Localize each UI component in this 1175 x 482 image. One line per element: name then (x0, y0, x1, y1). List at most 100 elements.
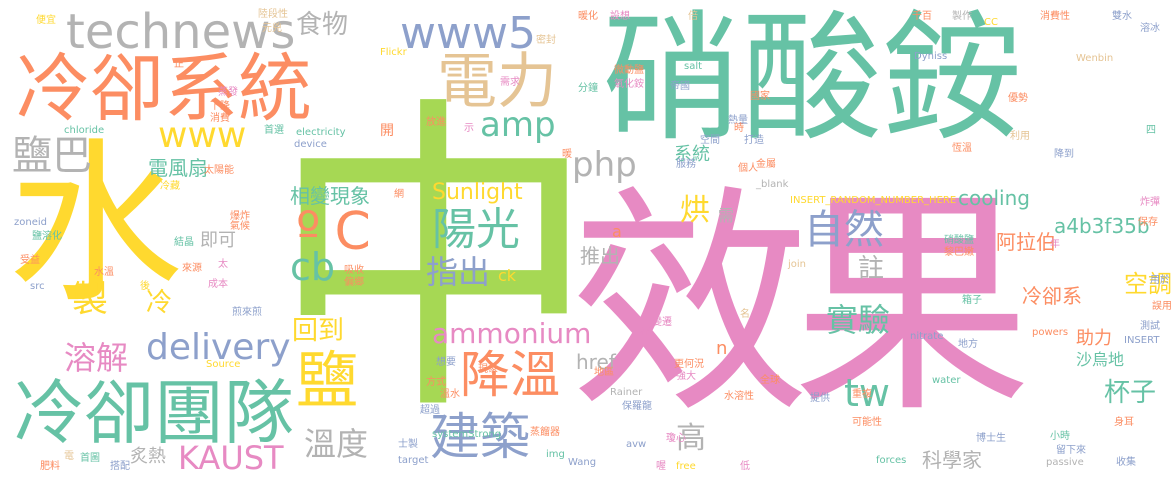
word-cc: CC (984, 17, 998, 28)
word-nitrate: nitrate (910, 331, 944, 342)
word-o: 喔 (656, 461, 666, 472)
word-shiyan: 實驗 (826, 301, 891, 339)
word-blank: _blank (756, 179, 789, 190)
word-kaust: KAUST (178, 439, 284, 477)
word-chaoguo: 超過 (420, 405, 440, 416)
word-shizhi: 士製 (398, 439, 418, 450)
word-lengquexi: 冷卻系 (1022, 284, 1082, 308)
word-yan: 鹽 (296, 344, 359, 417)
word-avw: avw (626, 439, 647, 450)
word-ck: ck (498, 266, 517, 285)
word-rainer: Rainer (610, 387, 643, 398)
word-sunlight: Sunlight (432, 180, 523, 205)
word-bei: 倍 (688, 11, 698, 22)
word-xiaoshi: 小時 (1050, 431, 1070, 442)
word-shuiwen: 水溫 (94, 267, 114, 278)
word-tai: 太 (218, 259, 228, 270)
word-shuangshui: 雙水 (1112, 11, 1132, 22)
word-xiajiang: 下降 (210, 101, 230, 112)
word-kongtiao: 空調 (1124, 270, 1172, 298)
word-delivery: delivery (146, 327, 291, 368)
word-shiwu: 食物 (296, 10, 349, 40)
word-join: join (788, 259, 807, 270)
word-ceshi: 測試 (1140, 321, 1160, 332)
word-zhu: 註 (858, 254, 885, 284)
word-dyniss: Dyniss (914, 51, 948, 62)
word-yanba: 鹽巴 (12, 133, 92, 179)
word-passive: passive (1046, 457, 1084, 468)
word-xiaosuanan: 硝酸銨 (602, 0, 1023, 161)
word-wang: Wang (568, 457, 597, 468)
word-jinshu: 金屬 (756, 159, 776, 170)
word-n: n (716, 338, 728, 359)
word-yangguang: 陽光 (432, 204, 520, 255)
word-alabo: 阿拉伯 (996, 230, 1056, 254)
word-yanronghua: 鹽溶化 (32, 231, 62, 242)
word-xitong: 系統 (674, 144, 710, 165)
word-shouji: 收集 (1116, 457, 1136, 468)
word-xianxiang: 現象 (478, 364, 498, 375)
word-xiaofeixing: 消費性 (1040, 11, 1070, 22)
word-device: device (294, 139, 327, 150)
word-php: php (572, 145, 637, 185)
word-flickr: Flickr (380, 47, 407, 58)
word-lengque-xitong: 冷卻系統 (16, 46, 312, 132)
word-jieduanxing: 陸段性 (258, 9, 288, 20)
word-xu: 需 (718, 206, 735, 225)
word-shouyi: 受益 (20, 255, 40, 266)
word-tw: tw (844, 371, 890, 415)
word-salt: salt (684, 61, 703, 72)
word-dazao: 打造 (744, 135, 764, 146)
word-insert: INSERT (1124, 335, 1160, 346)
word-shawudi: 沙烏地 (1076, 350, 1125, 369)
word-jiejing: 結晶 (174, 237, 194, 248)
word-rongjie: 溶解 (64, 339, 129, 377)
word-diguo: 帝國 (670, 81, 690, 92)
word-diqu: 地區 (594, 367, 614, 378)
word-xishou: 吸收 (344, 265, 364, 276)
word-zhichu: 指出 (426, 253, 491, 291)
word-www5: www5 (400, 8, 536, 59)
word-shouxuan: 首選 (264, 125, 284, 136)
word-shi-time: 時 (734, 123, 744, 134)
word-hong: 烘 (680, 193, 710, 228)
word-systemstrong: systemStrong (432, 429, 502, 440)
word-zhadan: 炸彈 (1140, 197, 1160, 208)
word-jiangwen: 降溫 (460, 346, 560, 404)
word-weidongyan: 微動鹽 (614, 65, 644, 76)
word-zhire: 炙熱 (130, 446, 166, 467)
word-qihou: 氣候 (230, 221, 250, 232)
word-quanqiu: 全球 (760, 375, 780, 386)
word-xiaofei: 消費 (210, 113, 230, 124)
word-yuanxiong: 元兇 (262, 23, 282, 34)
word-electricity: electricity (296, 127, 346, 138)
word-powers: powers (1032, 327, 1069, 338)
word-laiyuan: 來源 (182, 263, 202, 274)
word-hengwen: 恆溫 (952, 143, 972, 154)
word-tigong: 提供 (810, 393, 830, 404)
word-insert-random: INSERT_RANDOM_NUMBER_HERE (790, 195, 957, 206)
word-chengben: 成本 (208, 279, 228, 290)
word-zhizuo: 製作 (952, 11, 972, 22)
word-difang: 地方 (958, 339, 978, 350)
word-dianli: 電力 (437, 47, 557, 117)
word-target: target (398, 455, 429, 466)
word-jianlaijian: 煎來煎 (232, 307, 262, 318)
word-genghekuang: 更何況 (674, 359, 704, 370)
word-lengcang: 冷藏 (160, 181, 180, 192)
word-xiaosuanyan: 硝酸鹽 (944, 235, 974, 246)
word-liuxialai: 留下來 (1056, 445, 1086, 456)
word-feiliao: 肥料 (40, 461, 60, 472)
word-baocun: 保存 (1138, 217, 1158, 228)
word-amp: amp (480, 105, 556, 145)
word-xiangbian: 相變現象 (290, 184, 370, 208)
word-gao: 高 (676, 421, 706, 456)
word-src: src (30, 281, 45, 292)
word-wenshui: 溫水 (440, 389, 460, 400)
word-bei-cup: 杯 (640, 327, 650, 338)
word-a4b3f35b: a4b3f35b (1054, 214, 1150, 238)
word-shuirongxing: 水溶性 (724, 391, 754, 402)
word-technews: technews (66, 4, 296, 60)
word-ammonium: ammonium (432, 317, 592, 350)
